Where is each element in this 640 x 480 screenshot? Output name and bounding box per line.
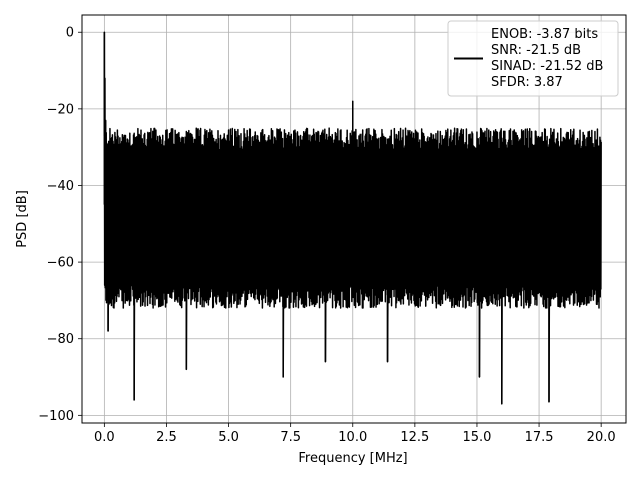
legend-line-sinad: SINAD: -21.52 dB	[491, 59, 603, 74]
plot-frame	[81, 14, 627, 424]
y-tick-label: −20	[47, 102, 74, 117]
x-tick-label: 15.0	[462, 430, 491, 445]
y-tick-label: −100	[38, 409, 74, 424]
y-tick-label: −80	[47, 332, 74, 347]
legend-line-sfdr: SFDR: 3.87	[491, 75, 563, 90]
legend-line-snr: SNR: -21.5 dB	[491, 43, 581, 58]
x-tick-label: 2.5	[156, 430, 177, 445]
x-axis: 0.0 2.5 5.0 7.5 10.0 12.5 15.0 17.5 20.0	[94, 423, 616, 445]
legend-line-enob: ENOB: -3.87 bits	[491, 27, 598, 42]
x-tick-label: 7.5	[280, 430, 301, 445]
x-tick-label: 10.0	[338, 430, 367, 445]
psd-series-line	[103, 31, 602, 405]
x-tick-label: 5.0	[218, 430, 239, 445]
x-tick-label: 12.5	[400, 430, 429, 445]
y-tick-label: −40	[47, 179, 74, 194]
plot-area	[103, 31, 602, 405]
legend-box	[447, 20, 619, 97]
y-axis-label: PSD [dB]	[15, 190, 30, 248]
x-tick-label: 17.5	[525, 430, 554, 445]
x-tick-label: 20.0	[587, 430, 616, 445]
y-axis: 0 −20 −40 −60 −80 −100	[38, 26, 82, 424]
legend: ENOB: -3.87 bits SNR: -21.5 dB SINAD: -2…	[447, 20, 619, 97]
y-tick-label: −60	[47, 256, 74, 271]
x-tick-label: 0.0	[94, 430, 115, 445]
y-tick-label: 0	[66, 26, 74, 41]
x-axis-label: Frequency [MHz]	[298, 451, 407, 466]
